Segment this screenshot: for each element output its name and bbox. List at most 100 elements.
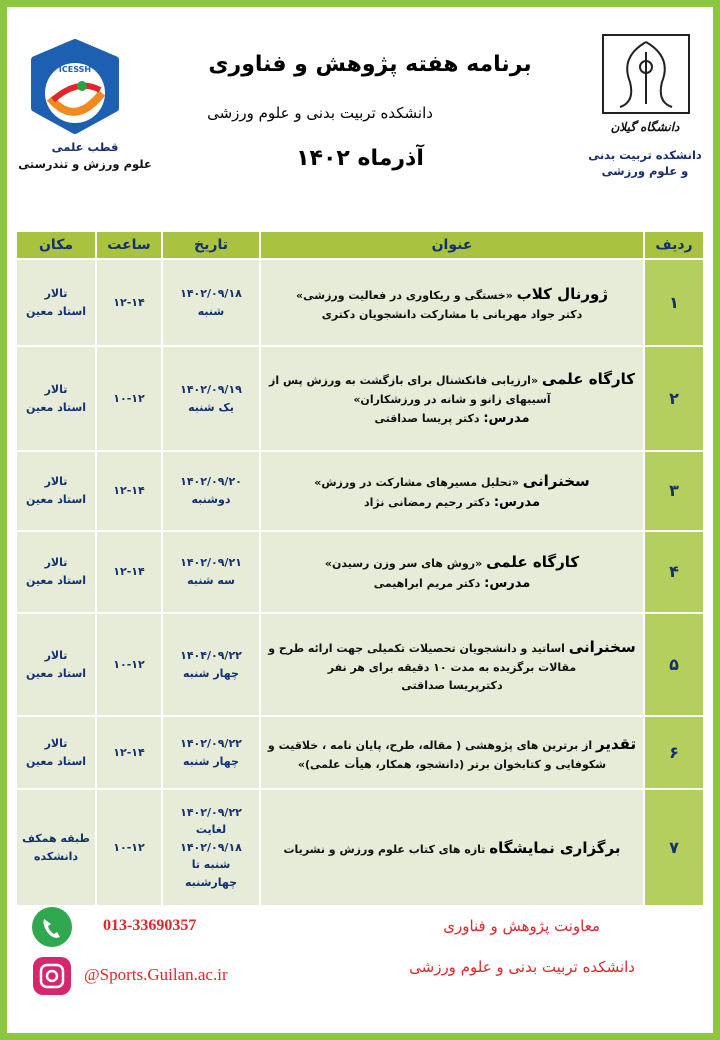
event-text: «تحلیل مسیرهای مشارکت در ورزش» [314,475,519,489]
column-header: ساعت [95,230,163,260]
event-cell: برگزاری نمایشگاه تازه های کتاب علوم ورزش… [259,788,645,907]
event-note-line: مدرس: دکتر رحیم رمضانی نژاد [265,493,639,514]
time-cell: ۱۲-۱۴ [95,450,163,532]
event-heading: برگزاری نمایشگاه [489,838,621,857]
event-cell: تقدیر از برترین های پژوهشی ( مقاله، طرح،… [259,715,645,790]
table-row: ۷ برگزاری نمایشگاه تازه های کتاب علوم ورز… [15,788,705,907]
schedule-table: ردیف عنوان تاریخ ساعت مکان ۱ ژورنال کلاب «خست… [15,230,705,907]
place-line: دانشکده [34,849,78,863]
event-note: دکتر رحیم رمضانی نژاد [363,495,490,509]
event-text: از برترین های پژوهشی ( مقاله، طرح، پایان… [267,738,607,771]
row-number: ۷ [643,788,705,907]
place-line: استاد معین [25,400,87,414]
date-line: شنبه [197,304,225,318]
event-text: «روش های سر وزن رسیدن» [324,556,483,570]
left-logo-line2: علوم ورزش و تندرستی [18,157,152,171]
event-note-line: مدرس: دکتر مریم ابراهیمی [265,574,639,595]
date-line: چهار شنبه [183,666,239,680]
date-line: سه شنبه [187,574,235,587]
date: آذرماه ۱۴۰۲ [296,146,424,171]
table-row: ۳ سخنرانی «تحلیل مسیرهای مشارکت در ورزش» م… [15,450,705,532]
time-cell: ۱۲-۱۴ [95,258,163,347]
date-cell: ۱۴۰۲/۰۹/۲۱ سه شنبه [161,530,261,614]
place-cell: تالار استاد معین [15,612,97,717]
place-line: استاد معین [25,666,87,680]
left-logo: ICESSH [31,39,119,134]
row-number: ۴ [643,530,705,614]
time-cell: ۱۲-۱۴ [95,715,163,790]
place-cell: تالار استاد معین [15,345,97,452]
date-line: چهار شنبه [183,754,239,768]
column-header: مکان [15,230,97,260]
time-cell: ۱۲-۱۴ [95,530,163,614]
row-number: ۵ [643,612,705,717]
row-number: ۱ [643,258,705,347]
event-text: «خستگی و ریکاوری در فعالیت ورزشی» [296,288,513,302]
event-note: دکتر مریم ابراهیمی [373,576,481,590]
footer-line2: دانشکده تربیت بدنی و علوم ورزشی [409,958,635,976]
event-main: سخنرانی اساتید و دانشجویان تحصیلات تکمیل… [265,635,639,677]
event-note: دکتر جواد مهربانی با مشارکت دانشجویان دک… [321,307,583,321]
phone: 013-33690357 [103,917,197,934]
event-heading: کارگاه علمی [541,370,635,389]
event-text: «ارزیابی فانکشنال برای بازگشت به ورزش پس… [269,374,551,407]
event-main: کارگاه علمی «روش های سر وزن رسیدن» [265,550,639,574]
event-heading: سخنرانی [568,637,636,656]
date-line: ۱۴۰۲/۰۹/۲۰ [180,475,242,489]
event-heading: کارگاه علمی [486,552,580,571]
right-logo [602,34,690,114]
table-row: ۴ کارگاه علمی «روش های سر وزن رسیدن» مدرس:… [15,530,705,614]
note-label: مدرس: [493,494,541,510]
note-label: مدرس: [483,410,530,426]
event-text: تازه های کتاب علوم ورزش و نشریات [283,842,486,856]
left-logo-line1: قطب علمی [51,140,119,154]
date-line: ۱۴۰۲/۰۹/۲۱ [180,556,242,570]
date-line: ۱۴۰۲/۰۹/۲۲ [180,805,242,819]
right-logo-line1: دانشکده تربیت بدنی [588,148,702,162]
date-line: شنبه تا [191,858,231,872]
right-logo-line2: و علوم ورزشی [601,164,689,178]
table-row: ۲ کارگاه علمی «ارزیابی فانکشنال برای بازگ… [15,345,705,452]
time-cell: ۱۰-۱۲ [95,345,163,452]
column-header: ردیف [643,230,705,260]
place-cell: تالار استاد معین [15,450,97,532]
event-main: سخنرانی «تحلیل مسیرهای مشارکت در ورزش» [265,469,639,493]
date-line: چهارشنبه [184,875,238,889]
website: @Sports.Guilan.ac.ir [84,965,228,984]
place-line: استاد معین [25,574,87,587]
event-cell: سخنرانی اساتید و دانشجویان تحصیلات تکمیل… [259,612,645,717]
place-line: تالار [44,286,68,300]
date-cell: ۱۴۰۲/۰۹/۲۰ دوشنبه [161,450,261,532]
note-label: مدرس: [484,575,531,591]
table-row: ۱ ژورنال کلاب «خستگی و ریکاوری در فعالیت … [15,258,705,347]
place-cell: تالار استاد معین [15,715,97,790]
place-line: استاد معین [25,304,87,318]
event-main: ژورنال کلاب «خستگی و ریکاوری در فعالیت و… [265,282,639,306]
date-line: دوشنبه [191,493,231,506]
place-line: استاد معین [25,754,87,768]
place-cell: طبقه همکف دانشکده [15,788,97,907]
event-note-line: دکترپریسا صداقتی [265,677,639,695]
date-line: ۱۴۰۲/۰۹/۲۲ [180,736,242,750]
date-line: یک شنبه [188,400,234,414]
event-heading: سخنرانی [522,471,590,490]
table-row: ۵ سخنرانی اساتید و دانشجویان تحصیلات تکمی… [15,612,705,717]
column-header: عنوان [259,230,645,260]
event-main: برگزاری نمایشگاه تازه های کتاب علوم ورزش… [265,836,639,860]
event-note-line: دکتر جواد مهربانی با مشارکت دانشجویان دک… [265,306,639,324]
header-row: ردیف عنوان تاریخ ساعت مکان [15,230,705,260]
column-header: تاریخ [161,230,261,260]
subtitle: دانشکده تربیت بدنی و علوم ورزشی [207,104,433,122]
date-line: ۱۴۰۲/۰۹/۱۹ [180,382,242,396]
date-line: ۱۴۰۴/۰۹/۲۲ [180,648,242,662]
place-line: تالار [44,556,68,570]
title: برنامه هفته پژوهش و فناوری [208,52,532,77]
date-cell: ۱۴۰۲/۰۹/۲۲ چهار شنبه [161,715,261,790]
event-note: دکترپریسا صداقتی [401,678,503,692]
place-line: استاد معین [25,493,87,506]
event-main: کارگاه علمی «ارزیابی فانکشنال برای بازگش… [265,367,639,409]
footer-line1: معاونت پژوهش و فناوری [443,917,600,935]
date-cell: ۱۴۰۴/۰۹/۲۲ چهار شنبه [161,612,261,717]
place-line: تالار [44,736,68,750]
date-cell: ۱۴۰۲/۰۹/۲۲ لغایت ۱۴۰۲/۰۹/۱۸ شنبه تا چهارشنبه [161,788,261,907]
